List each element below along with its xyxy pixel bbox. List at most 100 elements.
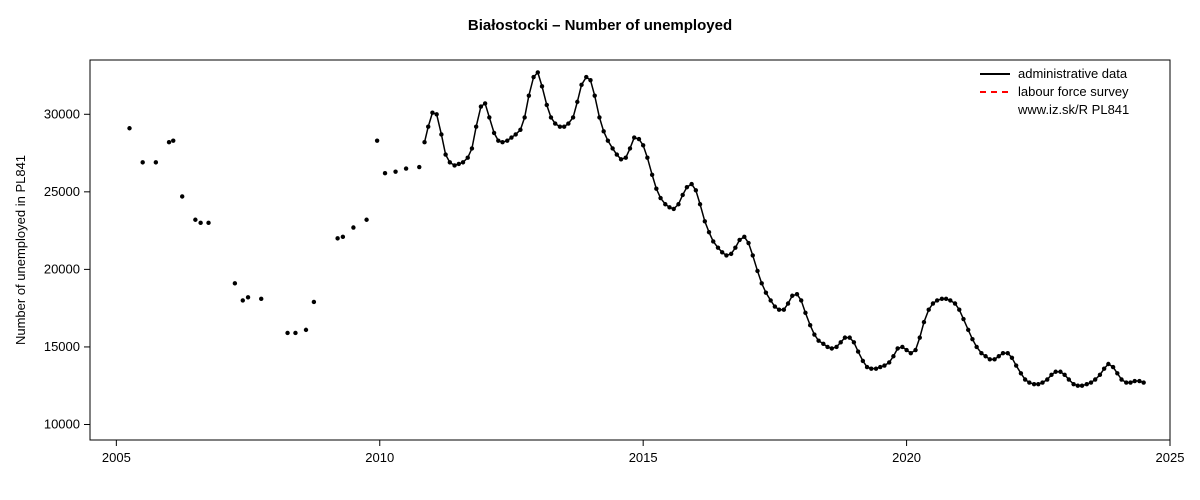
data-point <box>948 298 952 302</box>
data-point <box>918 335 922 339</box>
data-point <box>1006 351 1010 355</box>
data-point <box>1071 382 1075 386</box>
data-point <box>760 281 764 285</box>
data-point <box>821 342 825 346</box>
data-point <box>553 121 557 125</box>
data-point <box>685 185 689 189</box>
data-point <box>847 335 851 339</box>
data-point <box>768 298 772 302</box>
data-point <box>566 121 570 125</box>
chart-svg: Białostocki – Number of unemployed 20052… <box>0 0 1200 500</box>
data-point <box>180 194 184 198</box>
data-point <box>992 357 996 361</box>
data-point <box>430 111 434 115</box>
data-point <box>404 166 408 170</box>
data-point <box>944 297 948 301</box>
data-point <box>997 354 1001 358</box>
data-point <box>799 298 803 302</box>
data-point <box>795 292 799 296</box>
data-point <box>913 348 917 352</box>
data-point <box>654 187 658 191</box>
x-tick-label: 2025 <box>1156 450 1185 465</box>
chart-container: Białostocki – Number of unemployed 20052… <box>0 0 1200 500</box>
legend-caption: www.iz.sk/R PL841 <box>1017 102 1129 117</box>
data-point <box>658 196 662 200</box>
data-point <box>790 294 794 298</box>
data-point <box>285 331 289 335</box>
data-point <box>1093 377 1097 381</box>
data-point <box>518 128 522 132</box>
data-point <box>957 308 961 312</box>
legend-label: labour force survey <box>1018 84 1129 99</box>
data-point <box>843 335 847 339</box>
series-line <box>425 72 1144 385</box>
data-point <box>650 173 654 177</box>
data-point <box>1067 377 1071 381</box>
data-point <box>483 101 487 105</box>
data-point <box>426 124 430 128</box>
chart-title: Białostocki – Number of unemployed <box>468 17 732 34</box>
data-point <box>233 281 237 285</box>
data-point <box>812 332 816 336</box>
data-point <box>979 351 983 355</box>
data-point <box>1032 382 1036 386</box>
y-axis-label: Number of unemployed in PL841 <box>13 155 28 345</box>
data-point <box>974 345 978 349</box>
data-point <box>724 253 728 257</box>
data-point <box>746 241 750 245</box>
legend: administrative datalabour force surveyww… <box>980 66 1129 117</box>
data-point <box>645 156 649 160</box>
data-point <box>1045 377 1049 381</box>
data-point <box>154 160 158 164</box>
data-point <box>720 250 724 254</box>
data-point <box>764 290 768 294</box>
data-point <box>452 163 456 167</box>
data-point <box>672 207 676 211</box>
y-tick-label: 20000 <box>44 261 80 276</box>
data-point <box>931 301 935 305</box>
data-point <box>961 317 965 321</box>
data-point <box>351 225 355 229</box>
data-point <box>1141 380 1145 384</box>
data-point <box>545 103 549 107</box>
data-point <box>680 193 684 197</box>
data-point <box>1036 382 1040 386</box>
data-point <box>393 169 397 173</box>
data-point <box>500 140 504 144</box>
data-point <box>619 157 623 161</box>
data-point <box>536 70 540 74</box>
data-point <box>558 124 562 128</box>
data-point <box>140 160 144 164</box>
data-point <box>304 328 308 332</box>
data-point <box>562 124 566 128</box>
data-point <box>1062 373 1066 377</box>
data-point <box>1058 370 1062 374</box>
data-point <box>341 235 345 239</box>
data-point <box>1076 384 1080 388</box>
data-point <box>1040 380 1044 384</box>
data-point <box>312 300 316 304</box>
data-point <box>940 297 944 301</box>
data-point <box>689 182 693 186</box>
data-point <box>935 298 939 302</box>
data-point <box>742 235 746 239</box>
data-point <box>422 140 426 144</box>
plot-box <box>90 60 1170 440</box>
data-point <box>953 301 957 305</box>
data-point <box>588 78 592 82</box>
data-point <box>663 202 667 206</box>
data-point <box>1119 377 1123 381</box>
data-point <box>786 301 790 305</box>
data-point <box>773 304 777 308</box>
data-point <box>470 146 474 150</box>
data-point <box>729 252 733 256</box>
data-point <box>610 146 614 150</box>
data-point <box>983 354 987 358</box>
data-point <box>127 126 131 130</box>
data-point <box>496 138 500 142</box>
x-tick-label: 2010 <box>365 450 394 465</box>
data-point <box>882 363 886 367</box>
data-point <box>900 345 904 349</box>
data-point <box>922 320 926 324</box>
data-point <box>335 236 339 240</box>
